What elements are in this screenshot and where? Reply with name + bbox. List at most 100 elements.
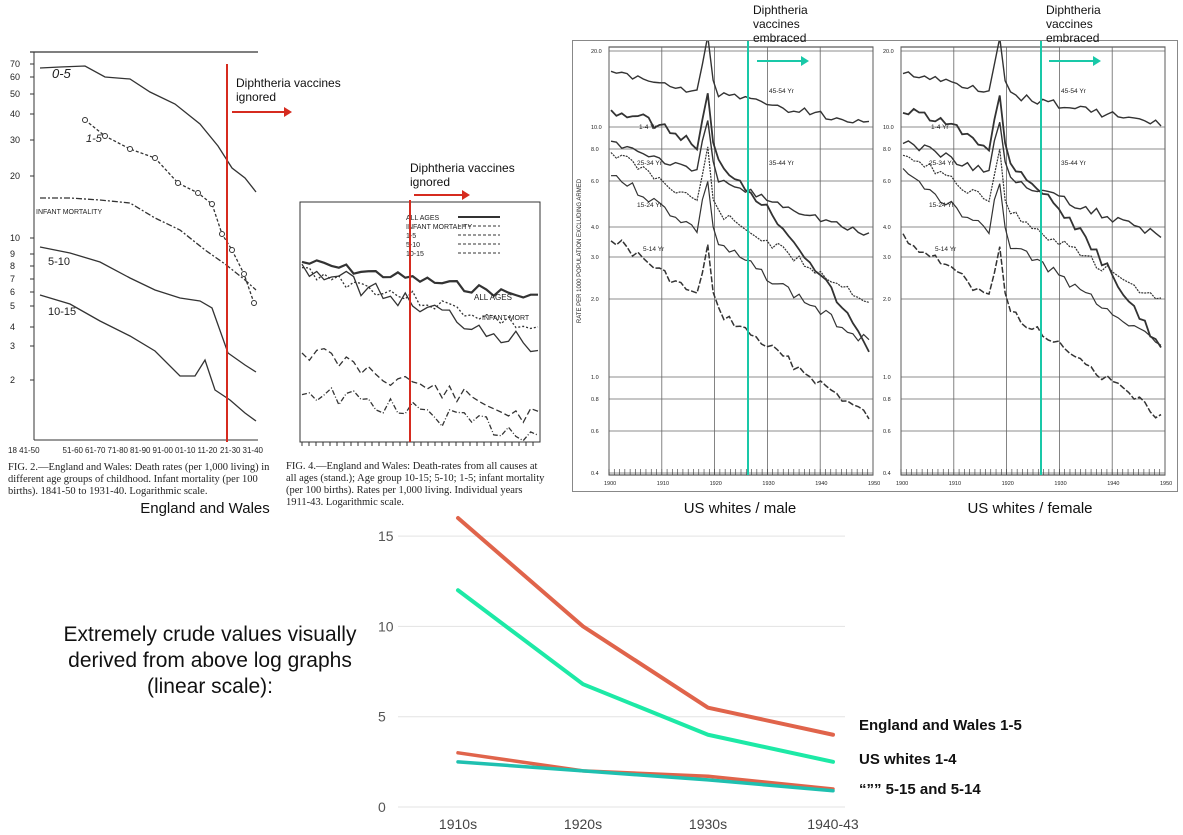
- us-y-tick: 0.4: [591, 471, 599, 477]
- ew1-x-tick: 51-60: [63, 446, 84, 455]
- ew-fig2-panel: 70 60 50 40 30 20 10 9 8 7 6 5 4 3 2 18 41-50 51-60 61-70…: [0, 40, 280, 540]
- us-y-tick: 10.0: [883, 125, 894, 131]
- ew-fig2-annotation: Diphtheria vaccines ignored: [236, 76, 341, 104]
- ew-fig4-annotation: Diphtheria vaccines ignored: [410, 161, 515, 189]
- ew1-line-10-15: [39, 294, 257, 422]
- us-y-tick: 1.0: [883, 375, 891, 381]
- ew1-y-tick: 4: [10, 322, 15, 332]
- ew2-legend-text: 10-15: [406, 251, 424, 258]
- ew1-label-0-5: 0-5: [52, 66, 72, 81]
- us-age-label: 25-34 Yr: [637, 160, 663, 167]
- us-x-tick: 1920: [1002, 481, 1014, 487]
- us-y-tick: 6.0: [883, 179, 891, 185]
- us-y-tick: 0.8: [591, 397, 599, 403]
- ew1-label-1-5: 1-5: [86, 133, 103, 145]
- ew1-marker-1-5: [209, 201, 215, 207]
- ew-fig4-panel: ALL AGES INFANT MORTALITY 1-5 5-10 10-15 ALL …: [288, 200, 544, 455]
- us-y-tick: 0.6: [883, 429, 891, 435]
- us-series-35: [610, 120, 870, 236]
- us-vaccine-arrow-head: [1093, 56, 1101, 66]
- ew1-y-tick: 30: [10, 135, 20, 145]
- us-series-5: [610, 239, 870, 420]
- chart-series-line-0: [456, 516, 835, 737]
- ew1-y-tick: 3: [10, 341, 15, 351]
- ew1-y-tick: 9: [10, 249, 15, 259]
- linear-chart: 0 5 10 15 1910s 1920s 1930s 1940-43: [350, 500, 910, 835]
- linear-chart-svg: 0 5 10 15 1910s 1920s 1930s 1940-43: [378, 516, 859, 832]
- us-y-tick: 3.0: [591, 255, 599, 261]
- us-x-tick: 1940: [1107, 481, 1119, 487]
- chart-x-tick-label: 1920s: [564, 816, 602, 832]
- ew1-x-tick: 18 41-50: [8, 446, 40, 455]
- chart-x-tick-label: 1930s: [689, 816, 727, 832]
- chart-y-tick-label: 0: [378, 799, 386, 815]
- chart-series-line-3: [456, 760, 835, 793]
- us-y-tick: 20.0: [883, 49, 894, 55]
- us-y-tick: 4.0: [591, 225, 599, 231]
- us-series-45: [902, 41, 1162, 127]
- ew1-marker-1-5: [219, 231, 225, 237]
- ew-fig2-caption: FIG. 2.—England and Wales: Death rates (…: [8, 462, 270, 497]
- us-female-annotation: Diphtheria vaccines embraced: [1046, 3, 1101, 45]
- us-series-1-4: [610, 93, 870, 353]
- ew1-x-tick: 01-10: [175, 446, 196, 455]
- us-series-5: [902, 233, 1162, 419]
- us-y-tick: 0.4: [883, 471, 891, 477]
- ew1-marker-1-5: [102, 133, 108, 139]
- ew1-line-1-5: [84, 119, 255, 304]
- us-y-tick: 4.0: [883, 225, 891, 231]
- us-series-15: [902, 168, 1162, 346]
- us-series-25: [610, 146, 870, 303]
- ew1-line-5-10: [39, 246, 257, 373]
- ew1-x-tick: 61-70: [85, 446, 106, 455]
- us-x-tick: 1920: [710, 481, 722, 487]
- chart-y-tick-label: 5: [378, 709, 386, 725]
- us-x-tick: 1940: [815, 481, 827, 487]
- ew1-y-tick: 7: [10, 274, 15, 284]
- ew1-y-tick: 5: [10, 301, 15, 311]
- ew1-label-10-15: 10-15: [48, 306, 76, 318]
- ew1-marker-1-5: [195, 190, 201, 196]
- ew2-label-all-ages: ALL AGES: [474, 293, 512, 302]
- ew-fig4-caption: FIG. 4.—England and Wales: Death-rates f…: [286, 461, 545, 508]
- ew1-marker-1-5: [241, 271, 247, 277]
- ew1-x-tick: 31-40: [243, 446, 264, 455]
- us-y-tick: 3.0: [883, 255, 891, 261]
- chart-description: Extremely crude values visually derived …: [63, 623, 357, 698]
- ew2-line-1-5: [301, 263, 539, 353]
- us-age-label: 5-14 Yr: [643, 246, 665, 253]
- us-age-label: 45-54 Yr: [1061, 88, 1087, 95]
- ew-fig4-plot: ALL AGES INFANT MORTALITY 1-5 5-10 10-15 ALL …: [299, 200, 541, 446]
- us-frame: [900, 46, 1166, 476]
- us-series-45: [610, 41, 870, 124]
- us-y-tick: 20.0: [591, 49, 602, 55]
- ew-fig4-annotation-arrow: [414, 187, 470, 203]
- legend-label-ew-1-5: England and Wales 1-5: [859, 717, 1022, 734]
- us-x-tick: 1950: [868, 481, 880, 487]
- us-series-1-4: [902, 95, 1162, 348]
- ew2-label-infant: INFANT MORT: [482, 315, 530, 322]
- chart-x-tick-label: 1940-43: [807, 816, 859, 832]
- us-frame: [608, 46, 874, 476]
- ew1-y-tick: 2: [10, 375, 15, 385]
- ew2-line-all-ages: [301, 259, 539, 299]
- ew1-label-infant: INFANT MORTALITY: [36, 209, 102, 216]
- us-y-tick: 0.6: [591, 429, 599, 435]
- ew1-x-tick: 91-00: [153, 446, 174, 455]
- ew1-x-tick: 11-20: [198, 446, 218, 455]
- ew2-line-10-15: [301, 386, 539, 442]
- us-series-25: [902, 148, 1162, 300]
- us-age-label: 15-24 Yr: [637, 202, 663, 209]
- ew1-y-tick: 70: [10, 59, 20, 69]
- us-age-label: 1-4 Yr: [931, 124, 949, 131]
- ew1-marker-1-5: [175, 180, 181, 186]
- ew2-legend-text: ALL AGES: [406, 215, 440, 222]
- ew2-legend-text: INFANT MORTALITY: [406, 224, 472, 231]
- legend-label-5-15: “”” 5-15 and 5-14: [859, 781, 981, 798]
- us-panel-male: 20.0 10.0 8.0 6.0 4.0 3.0 2.0 1.0 0.8 0.6 0.4 1900 1…: [591, 41, 880, 487]
- legend-label-us-1-4: US whites 1-4: [859, 751, 957, 768]
- us-y-tick: 0.8: [883, 397, 891, 403]
- ew1-line-infant: [40, 197, 257, 291]
- chart-series-line-1: [456, 588, 835, 764]
- ew1-marker-1-5: [152, 155, 158, 161]
